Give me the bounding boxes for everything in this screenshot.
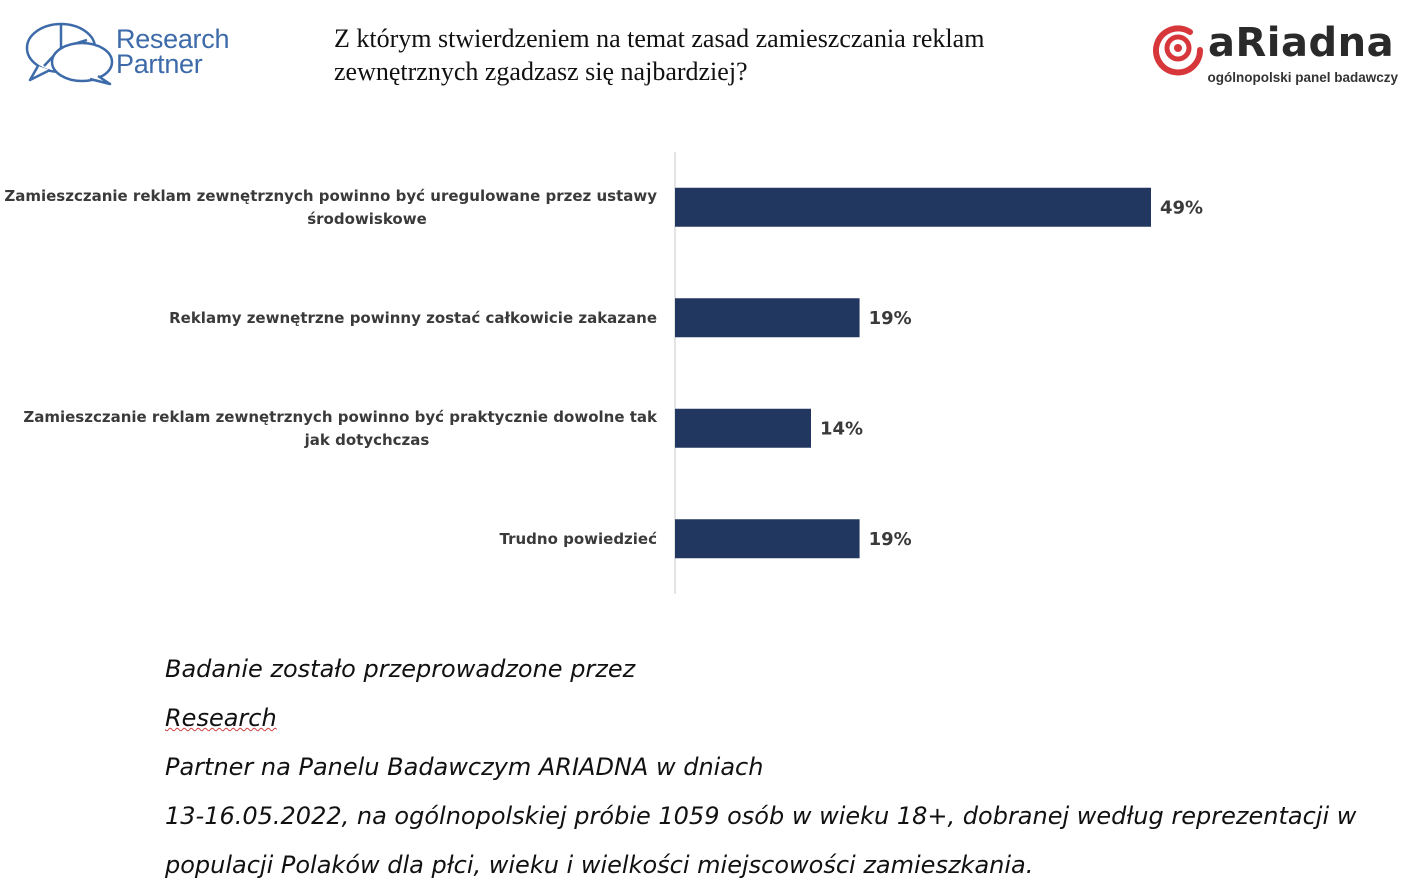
category-label-1-line-1: Zamieszczanie reklam zewnętrznych powinn… (4, 187, 657, 205)
bar-4 (675, 519, 860, 559)
category-label-3-line-2: jak dotychczas (304, 431, 430, 449)
bar-1 (675, 187, 1151, 227)
value-label-1: 49% (1160, 197, 1203, 218)
speech-bubbles-icon (25, 22, 114, 86)
spellcheck-underlined-word: Research (165, 704, 277, 732)
logo-text-partner: Partner (116, 49, 203, 79)
chart-title: Z którym stwierdzeniem na temat zasad za… (334, 22, 1054, 88)
footnote-line-1: Badanie zostało przeprowadzone przez Res… (165, 645, 1315, 792)
logo-text-research: Research (116, 24, 230, 54)
bar-2 (675, 298, 860, 338)
ariadna-logo: aRiadna ogólnopolski panel badawczy (1148, 18, 1404, 92)
category-label-4-line-1: Trudno powiedzieć (500, 530, 658, 548)
category-label-1-line-2: środowiskowe (307, 210, 427, 228)
title-line-2: zewnętrznych zgadzasz się najbardziej? (334, 57, 748, 86)
bar-chart: 49% Zamieszczanie reklam zewnętrznych pow… (4, 152, 1203, 594)
value-label-3: 14% (820, 418, 863, 439)
title-line-1: Z którym stwierdzeniem na temat zasad za… (334, 24, 985, 53)
category-label-2-line-1: Reklamy zewnętrzne powinny zostać całkow… (169, 309, 657, 327)
research-partner-logo: Research Partner (24, 18, 254, 90)
bar-3 (675, 408, 811, 448)
ariadna-tagline: ogólnopolski panel badawczy (1207, 70, 1398, 85)
value-label-4: 19% (869, 529, 912, 550)
value-label-2: 19% (869, 308, 912, 329)
ariadna-spiral-icon (1153, 25, 1204, 76)
category-label-3-line-1: Zamieszczanie reklam zewnętrznych powinn… (23, 408, 658, 426)
ariadna-wordmark: aRiadna (1208, 20, 1395, 66)
methodology-note: Badanie zostało przeprowadzone przez Res… (165, 645, 1357, 890)
footnote-line-2: 13-16.05.2022, na ogólnopolskiej próbie … (165, 802, 1357, 830)
footnote-line-3: populacji Polaków dla płci, wieku i wiel… (165, 851, 1034, 879)
